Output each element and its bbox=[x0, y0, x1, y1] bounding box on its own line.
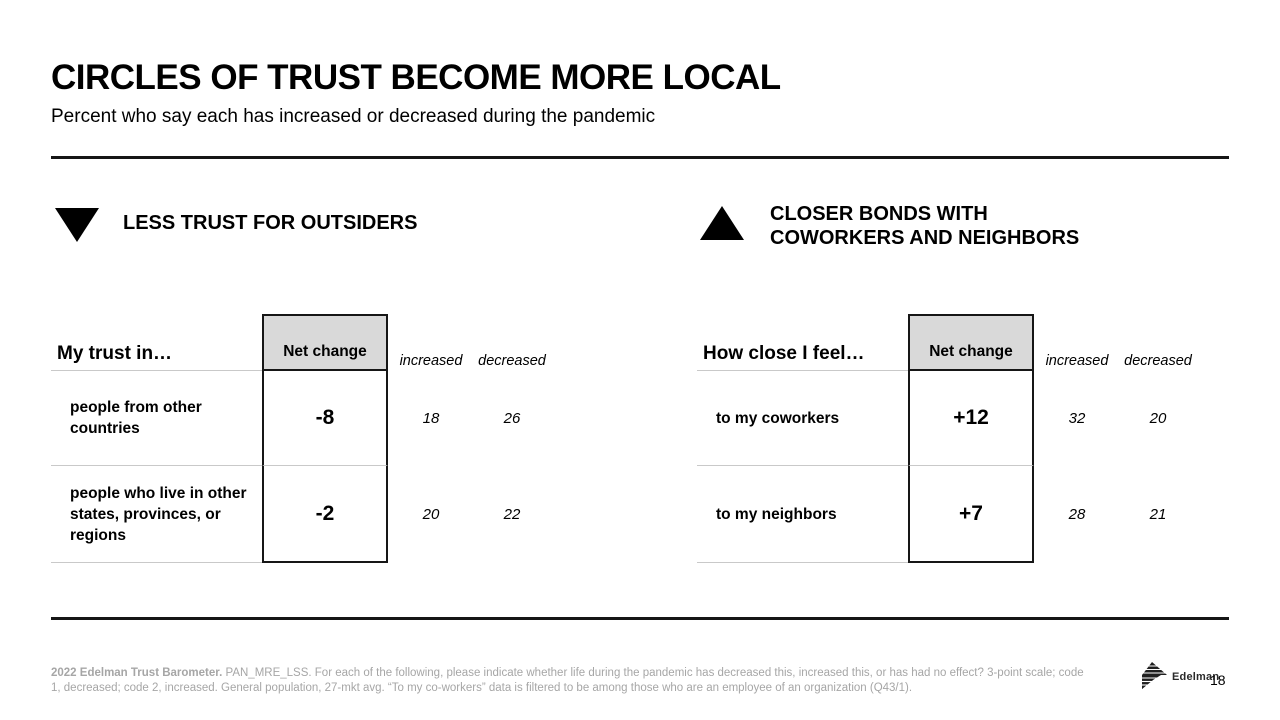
table-row-label: people from other countries bbox=[51, 371, 262, 466]
decreased-value: 21 bbox=[1149, 506, 1167, 523]
triangle-up-icon bbox=[700, 206, 744, 240]
decreased-value: 20 bbox=[1149, 410, 1167, 427]
increased-value: 20 bbox=[422, 506, 440, 523]
closeness-table: How close I feel… Net change increased d… bbox=[697, 314, 1257, 563]
triangle-down-icon bbox=[55, 208, 99, 242]
decreased-header: decreased bbox=[478, 353, 546, 369]
section-heading-label: CLOSER BONDS WITH COWORKERS AND NEIGHBOR… bbox=[770, 203, 1080, 249]
edelman-logo-text: Edelman bbox=[1172, 670, 1220, 683]
increased-header: increased bbox=[1045, 353, 1109, 369]
trust-table: My trust in… Net change increased decrea… bbox=[51, 314, 611, 563]
section-heading-label: LESS TRUST FOR OUTSIDERS bbox=[123, 212, 418, 234]
page-title: CIRCLES OF TRUST BECOME MORE LOCAL bbox=[51, 58, 781, 97]
table-row-label: to my neighbors bbox=[697, 466, 908, 563]
decreased-header: decreased bbox=[1124, 353, 1192, 369]
page-subtitle: Percent who say each has increased or de… bbox=[51, 106, 656, 127]
top-divider bbox=[51, 156, 1229, 159]
increased-value: 18 bbox=[422, 410, 440, 427]
source-footnote: 2022 Edelman Trust Barometer. PAN_MRE_LS… bbox=[51, 666, 1086, 695]
net-change-value: +12 bbox=[908, 371, 1034, 466]
table-row-label: to my coworkers bbox=[697, 371, 908, 466]
decreased-value: 22 bbox=[503, 506, 521, 523]
increased-value: 32 bbox=[1068, 410, 1086, 427]
page-number: 18 bbox=[1210, 672, 1226, 688]
increased-value: 28 bbox=[1068, 506, 1086, 523]
edelman-logo: Edelman bbox=[1141, 662, 1219, 691]
net-change-value: -2 bbox=[262, 466, 388, 563]
table-label-header: My trust in… bbox=[51, 314, 262, 371]
increased-header: increased bbox=[399, 353, 463, 369]
table-row-label: people who live in other states, provinc… bbox=[51, 466, 262, 563]
section-heading-outsiders: LESS TRUST FOR OUTSIDERS bbox=[55, 206, 417, 242]
edelman-logo-icon bbox=[1141, 662, 1168, 689]
decreased-value: 26 bbox=[503, 410, 521, 427]
net-change-header: Net change bbox=[908, 314, 1034, 371]
section-heading-coworkers: CLOSER BONDS WITH COWORKERS AND NEIGHBOR… bbox=[700, 202, 1100, 250]
source-footnote-bold: 2022 Edelman Trust Barometer. bbox=[51, 667, 223, 679]
bottom-divider bbox=[51, 617, 1229, 620]
net-change-value: -8 bbox=[262, 371, 388, 466]
table-label-header: How close I feel… bbox=[697, 314, 908, 371]
net-change-value: +7 bbox=[908, 466, 1034, 563]
net-change-header: Net change bbox=[262, 314, 388, 371]
source-footnote-text: PAN_MRE_LSS. For each of the following, … bbox=[51, 667, 1084, 694]
